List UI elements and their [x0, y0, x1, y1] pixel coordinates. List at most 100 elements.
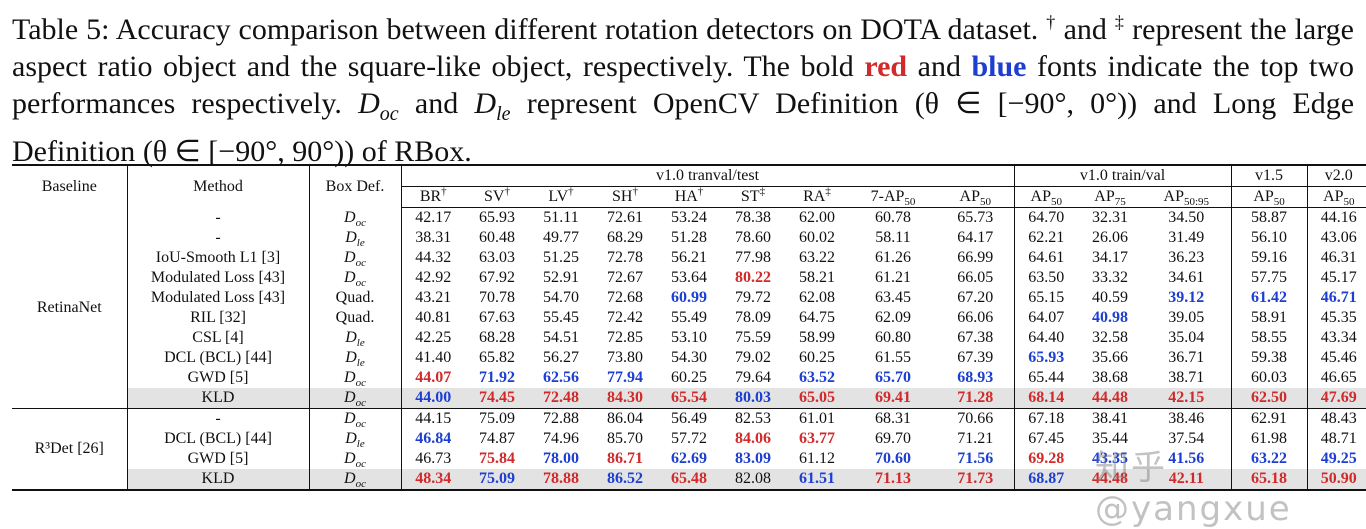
value-cell: 26.06 — [1092, 229, 1129, 246]
value-cell: 80.03 — [721, 388, 785, 409]
column-header: SH† — [593, 186, 657, 208]
value-cell: 75.09 — [479, 410, 515, 427]
box-def-cell: Doc — [308, 449, 401, 469]
method-cell: IoU-Smooth L1 [3] — [126, 248, 309, 268]
table-header: Baseline Method Box Def. v1.0 tranval/te… — [12, 164, 1366, 208]
value-cell: 60.78 — [875, 209, 911, 226]
table-row: Modulated Loss [43] Doc 42.92 67.92 52.91 72.… — [12, 268, 1366, 288]
header-group-trainval: v1.0 train/val — [1013, 164, 1232, 187]
value-cell: 41.40 — [400, 348, 465, 368]
value-cell: 72.88 — [543, 410, 579, 427]
dagger-mark: † — [1046, 12, 1056, 32]
caption-part-6: of RBox. — [361, 135, 472, 168]
value-cell: 60.25 — [799, 349, 835, 366]
box-def-cell: Dle — [308, 429, 401, 449]
table-row: Modulated Loss [43] Quad. 43.21 70.78 54.70 7… — [12, 288, 1366, 308]
value-cell: 72.48 — [529, 388, 593, 409]
value-cell: 62.08 — [799, 289, 835, 306]
value-cell: 34.50 — [1168, 209, 1205, 226]
value-cell: 54.70 — [543, 289, 579, 306]
value-cell: 36.23 — [1168, 249, 1205, 266]
value-cell: 69.70 — [875, 430, 911, 447]
box-def-cell: Doc — [308, 408, 401, 429]
column-header: AP50 — [1306, 186, 1366, 208]
table-row: - Dle 38.31 60.48 49.77 68.29 51.28 78.60 60.02 5… — [12, 228, 1366, 248]
value-cell: 48.71 — [1306, 429, 1366, 449]
value-cell: 72.68 — [607, 289, 643, 306]
value-cell: 78.00 — [543, 450, 579, 467]
value-cell: 56.27 — [543, 349, 579, 366]
box-def-cell: Dle — [308, 228, 401, 248]
value-cell: 38.71 — [1168, 369, 1205, 386]
value-cell: 62.00 — [799, 209, 835, 226]
value-cell: 34.61 — [1168, 269, 1205, 286]
value-cell: 44.32 — [400, 248, 465, 268]
table-body: RetinaNet - Doc 42.17 65.93 51.11 72.61 53.24 78… — [12, 207, 1366, 491]
value-cell: 54.30 — [671, 349, 707, 366]
value-cell: 63.77 — [799, 430, 835, 447]
value-cell: 67.92 — [479, 269, 515, 286]
value-cell: 71.73 — [937, 469, 1015, 491]
value-cell: 72.61 — [607, 209, 643, 226]
caption-and-3: and — [414, 87, 459, 120]
method-cell: - — [126, 207, 309, 228]
value-cell: 79.64 — [735, 369, 771, 386]
column-header: RA‡ — [785, 186, 849, 208]
value-cell: 65.93 — [1013, 348, 1079, 368]
value-cell: 62.91 — [1230, 408, 1308, 429]
caption-red-word: red — [864, 50, 908, 83]
header-box-def: Box Def. — [308, 164, 401, 208]
box-def-cell: Doc — [308, 388, 401, 409]
method-cell: - — [126, 228, 309, 248]
value-cell: 58.55 — [1230, 328, 1308, 348]
value-cell: 64.07 — [1013, 308, 1079, 328]
method-cell: GWD [5] — [126, 368, 309, 388]
value-cell: 67.45 — [1013, 429, 1079, 449]
column-header: LV† — [529, 186, 593, 208]
value-cell: 68.93 — [957, 369, 994, 386]
table-row: KLD Doc 44.00 74.45 72.48 84.30 65.54 80.03 65.0… — [12, 388, 1366, 409]
baseline-cell: R³Det [26] — [12, 408, 127, 491]
value-cell: 75.09 — [465, 469, 529, 491]
value-cell: 42.17 — [400, 207, 465, 228]
value-cell: 65.18 — [1230, 469, 1308, 491]
value-cell: 67.63 — [479, 309, 515, 326]
value-cell: 46.84 — [400, 429, 465, 449]
value-cell: 53.24 — [671, 209, 707, 226]
value-cell: 58.91 — [1230, 308, 1308, 328]
value-cell: 74.96 — [543, 430, 579, 447]
value-cell: 68.28 — [479, 329, 515, 346]
caption-part-2: represent the large aspect ratio object … — [12, 13, 1354, 83]
value-cell: 45.17 — [1306, 268, 1366, 288]
box-def-cell: Dle — [308, 328, 401, 348]
caption-part-3: fonts indicate the top two performances … — [12, 50, 1355, 120]
value-cell: 55.49 — [671, 309, 707, 326]
results-table-container: Baseline Method Box Def. v1.0 tranval/te… — [12, 164, 1366, 491]
value-cell: 65.48 — [657, 469, 721, 491]
value-cell: 61.42 — [1230, 288, 1308, 308]
value-cell: 72.42 — [607, 309, 643, 326]
value-cell: 56.21 — [671, 249, 707, 266]
value-cell: 62.69 — [671, 450, 707, 467]
value-cell: 66.05 — [957, 269, 994, 286]
value-cell: 42.25 — [400, 328, 465, 348]
value-cell: 67.18 — [1013, 408, 1079, 429]
value-cell: 49.77 — [543, 229, 579, 246]
math-dle: Dle — [474, 87, 511, 125]
value-cell: 65.15 — [1013, 288, 1079, 308]
value-cell: 50.90 — [1306, 469, 1366, 491]
box-def-cell: Doc — [308, 368, 401, 388]
value-cell: 63.52 — [799, 369, 835, 386]
value-cell: 56.49 — [671, 410, 707, 427]
value-cell: 63.50 — [1013, 268, 1079, 288]
value-cell: 80.22 — [735, 269, 771, 286]
baseline-cell: RetinaNet — [12, 207, 127, 409]
value-cell: 69.28 — [1013, 449, 1079, 469]
value-cell: 86.04 — [607, 410, 643, 427]
value-cell: 60.03 — [1230, 368, 1308, 388]
value-cell: 83.09 — [735, 450, 771, 467]
value-cell: 65.05 — [785, 388, 849, 409]
value-cell: 51.28 — [671, 229, 707, 246]
value-cell: 35.66 — [1092, 349, 1129, 366]
value-cell: 74.87 — [479, 430, 515, 447]
